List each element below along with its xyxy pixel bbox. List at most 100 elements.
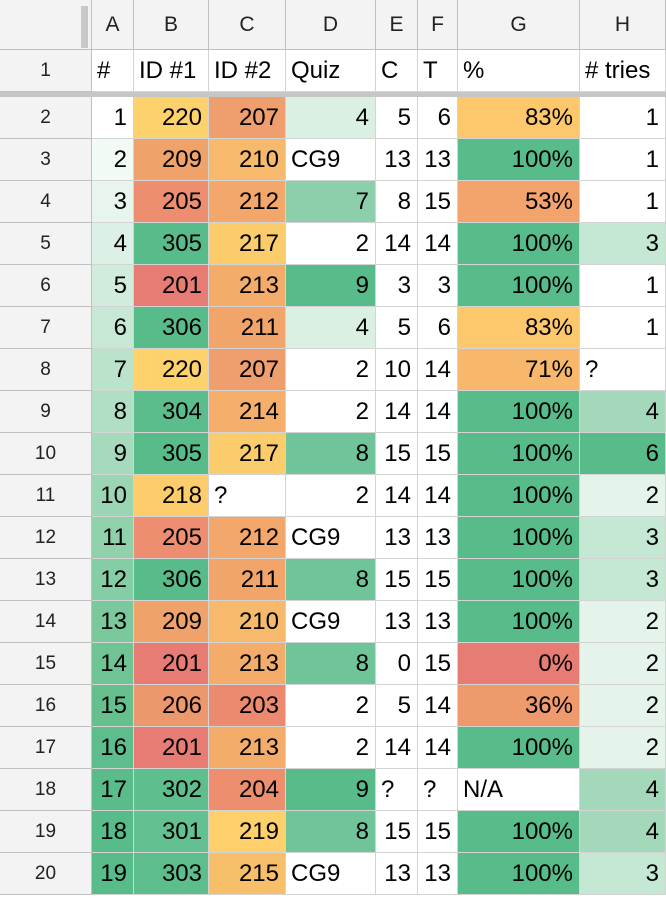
freeze-handle[interactable] (81, 6, 88, 48)
cell-d[interactable]: 8 (286, 643, 376, 685)
cell-b[interactable]: 220 (134, 349, 209, 391)
cell-e[interactable]: 5 (376, 307, 418, 349)
row-header[interactable]: 7 (0, 307, 92, 349)
cell-h[interactable]: 3 (580, 223, 666, 265)
cell-h[interactable]: 4 (580, 391, 666, 433)
cell-h[interactable]: 3 (580, 559, 666, 601)
cell-d[interactable]: CG9 (286, 601, 376, 643)
cell-e[interactable]: 14 (376, 727, 418, 769)
cell-b[interactable]: 205 (134, 517, 209, 559)
cell-e[interactable]: 5 (376, 685, 418, 727)
row-header[interactable]: 19 (0, 811, 92, 853)
cell-c[interactable]: 211 (209, 307, 286, 349)
cell-f[interactable]: 14 (418, 727, 458, 769)
cell-a[interactable]: 7 (92, 349, 134, 391)
cell-a[interactable]: 4 (92, 223, 134, 265)
header-cell[interactable]: T (418, 50, 458, 92)
row-header-1[interactable]: 1 (0, 50, 92, 92)
cell-h[interactable]: 1 (580, 181, 666, 223)
header-cell[interactable]: # tries (580, 50, 666, 92)
cell-g[interactable]: 100% (458, 475, 580, 517)
cell-c[interactable]: 215 (209, 853, 286, 895)
cell-c[interactable]: 203 (209, 685, 286, 727)
cell-c[interactable]: 210 (209, 601, 286, 643)
cell-a[interactable]: 17 (92, 769, 134, 811)
cell-f[interactable]: 15 (418, 433, 458, 475)
cell-h[interactable]: 2 (580, 643, 666, 685)
row-header[interactable]: 16 (0, 685, 92, 727)
row-header[interactable]: 12 (0, 517, 92, 559)
frozen-row-divider[interactable] (0, 92, 666, 97)
cell-e[interactable]: 13 (376, 139, 418, 181)
cell-c[interactable]: 217 (209, 433, 286, 475)
cell-e[interactable]: 5 (376, 97, 418, 139)
cell-c[interactable]: 211 (209, 559, 286, 601)
cell-g[interactable]: 100% (458, 139, 580, 181)
cell-c[interactable]: 204 (209, 769, 286, 811)
cell-c[interactable]: ? (209, 475, 286, 517)
cell-a[interactable]: 8 (92, 391, 134, 433)
cell-f[interactable]: 6 (418, 307, 458, 349)
cell-g[interactable]: 100% (458, 517, 580, 559)
row-header[interactable]: 10 (0, 433, 92, 475)
cell-c[interactable]: 213 (209, 643, 286, 685)
cell-h[interactable]: 4 (580, 769, 666, 811)
cell-g[interactable]: 100% (458, 265, 580, 307)
cell-h[interactable]: 1 (580, 139, 666, 181)
cell-g[interactable]: 100% (458, 559, 580, 601)
header-cell[interactable]: Quiz (286, 50, 376, 92)
cell-e[interactable]: 14 (376, 475, 418, 517)
row-header[interactable]: 8 (0, 349, 92, 391)
cell-f[interactable]: 6 (418, 97, 458, 139)
cell-g[interactable]: 53% (458, 181, 580, 223)
cell-f[interactable]: 13 (418, 601, 458, 643)
cell-f[interactable]: 15 (418, 559, 458, 601)
cell-c[interactable]: 212 (209, 181, 286, 223)
cell-d[interactable]: 8 (286, 433, 376, 475)
cell-c[interactable]: 213 (209, 265, 286, 307)
cell-e[interactable]: 15 (376, 559, 418, 601)
cell-a[interactable]: 1 (92, 97, 134, 139)
header-cell[interactable]: ID #1 (134, 50, 209, 92)
cell-b[interactable]: 304 (134, 391, 209, 433)
cell-c[interactable]: 207 (209, 97, 286, 139)
cell-d[interactable]: 2 (286, 349, 376, 391)
cell-g[interactable]: 100% (458, 853, 580, 895)
cell-e[interactable]: 15 (376, 433, 418, 475)
cell-a[interactable]: 2 (92, 139, 134, 181)
cell-f[interactable]: 14 (418, 475, 458, 517)
cell-e[interactable]: 15 (376, 811, 418, 853)
cell-b[interactable]: 305 (134, 223, 209, 265)
header-cell[interactable]: # (92, 50, 134, 92)
cell-f[interactable]: 14 (418, 223, 458, 265)
header-cell[interactable]: ID #2 (209, 50, 286, 92)
row-header[interactable]: 4 (0, 181, 92, 223)
cell-d[interactable]: 2 (286, 391, 376, 433)
cell-f[interactable]: 13 (418, 517, 458, 559)
cell-c[interactable]: 214 (209, 391, 286, 433)
cell-f[interactable]: 15 (418, 181, 458, 223)
cell-g[interactable]: 0% (458, 643, 580, 685)
cell-e[interactable]: 3 (376, 265, 418, 307)
cell-d[interactable]: 8 (286, 811, 376, 853)
cell-a[interactable]: 5 (92, 265, 134, 307)
cell-b[interactable]: 209 (134, 601, 209, 643)
row-header[interactable]: 18 (0, 769, 92, 811)
row-header[interactable]: 17 (0, 727, 92, 769)
row-header[interactable]: 9 (0, 391, 92, 433)
row-header[interactable]: 14 (0, 601, 92, 643)
column-header-e[interactable]: E (376, 0, 418, 50)
cell-a[interactable]: 6 (92, 307, 134, 349)
cell-e[interactable]: 13 (376, 517, 418, 559)
row-header[interactable]: 15 (0, 643, 92, 685)
cell-b[interactable]: 305 (134, 433, 209, 475)
cell-d[interactable]: 2 (286, 475, 376, 517)
cell-a[interactable]: 18 (92, 811, 134, 853)
cell-b[interactable]: 218 (134, 475, 209, 517)
row-header[interactable]: 13 (0, 559, 92, 601)
cell-f[interactable]: 3 (418, 265, 458, 307)
cell-b[interactable]: 205 (134, 181, 209, 223)
cell-d[interactable]: CG9 (286, 139, 376, 181)
cell-d[interactable]: 9 (286, 265, 376, 307)
cell-b[interactable]: 201 (134, 643, 209, 685)
